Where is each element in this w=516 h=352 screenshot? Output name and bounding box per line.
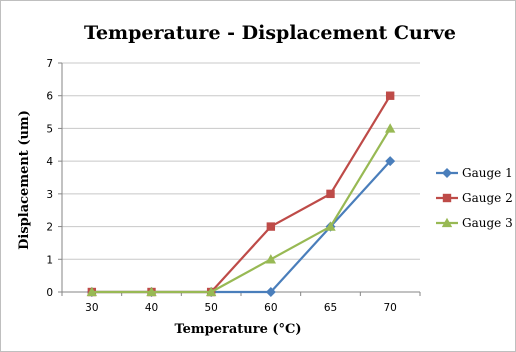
legend-label: Gauge 3 [462, 216, 513, 230]
data-point-marker [384, 123, 396, 133]
x-axis-title: Temperature (°C) [174, 322, 301, 337]
legend: Gauge 1 Gauge 2 Gauge 3 [436, 166, 513, 230]
series-group [86, 91, 396, 297]
data-point-marker [325, 221, 336, 231]
data-point-marker [205, 286, 217, 297]
x-tick-label: 65 [324, 302, 337, 314]
y-tick-label: 7 [46, 58, 53, 70]
chart-title: Temperature - Displacement Curve [84, 22, 456, 44]
series-3 [86, 123, 396, 297]
x-tick-label: 30 [85, 302, 98, 314]
series-line [91, 127, 392, 294]
x-tick-label: 70 [383, 302, 396, 314]
legend-item: Gauge 3 [436, 216, 513, 230]
y-tick-label: 5 [46, 123, 53, 135]
legend-item: Gauge 1 [436, 166, 513, 180]
y-tick-label: 0 [46, 287, 53, 299]
legend-label: Gauge 2 [462, 191, 513, 205]
legend-marker [442, 168, 452, 178]
data-point-marker [265, 254, 277, 264]
data-point-marker [146, 286, 157, 297]
y-tick-label: 6 [46, 91, 53, 103]
y-tick-label: 4 [46, 156, 53, 168]
data-point-marker [326, 189, 335, 199]
data-point-marker [266, 222, 276, 231]
legend-marker [441, 217, 453, 228]
gridlines [62, 62, 420, 260]
y-tick-label: 2 [46, 222, 53, 234]
y-tick-label: 1 [46, 254, 53, 266]
legend-marker [442, 193, 452, 203]
x-tick-labels: 30 40 50 60 65 70 [85, 302, 397, 314]
y-tick-labels: 0 1 2 3 4 5 6 7 [46, 58, 53, 299]
legend-item: Gauge 2 [436, 191, 513, 205]
data-point-marker [86, 286, 98, 297]
data-point-marker [385, 91, 395, 100]
legend-label: Gauge 1 [462, 166, 513, 180]
y-tick-label: 3 [46, 189, 53, 201]
x-tick-label: 50 [204, 302, 217, 314]
x-tick-label: 40 [145, 302, 158, 314]
y-axis-title: Displacement (um) [17, 110, 32, 250]
data-point-marker [385, 156, 396, 167]
x-tick-label: 60 [264, 302, 277, 314]
data-point-marker [265, 287, 276, 297]
